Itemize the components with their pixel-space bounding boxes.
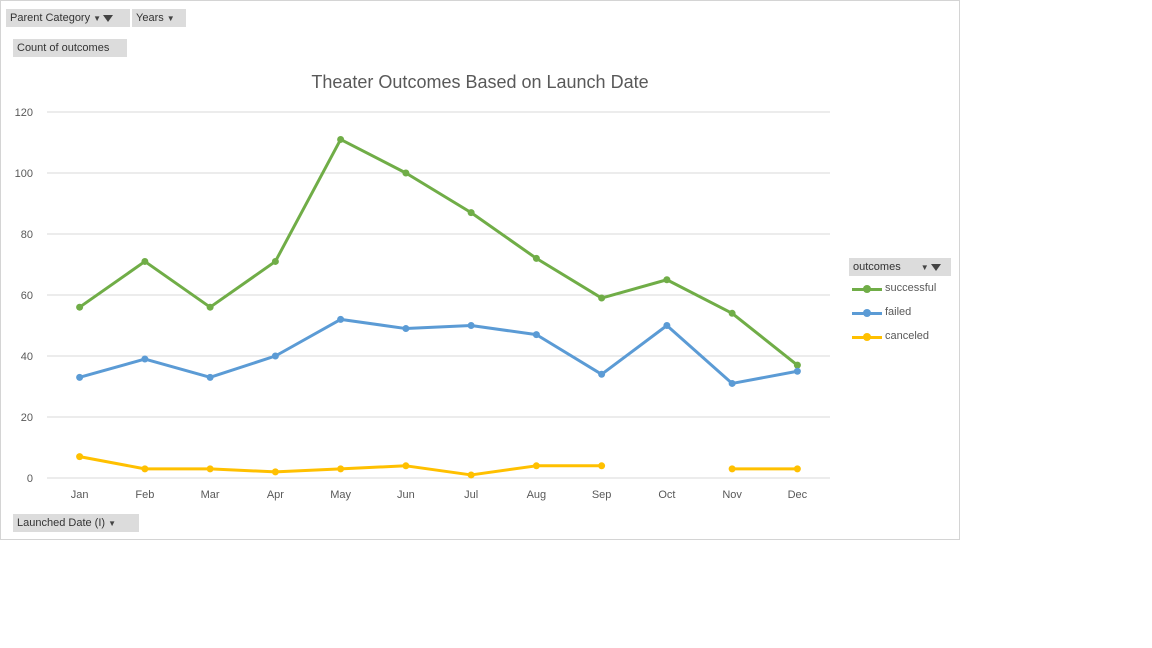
legend-label: failed — [885, 306, 912, 318]
data-point-successful — [206, 303, 214, 311]
data-point-failed — [206, 373, 214, 381]
x-tick-label: Jul — [464, 489, 478, 501]
x-tick-label: Dec — [788, 489, 808, 501]
filter-funnel-icon — [103, 14, 114, 22]
plot-area: 0 20 40 60 80 100 120 Jan Feb Mar Apr May Jun Jul Aug S… — [15, 107, 830, 501]
data-point-successful — [532, 254, 540, 262]
x-tick-label: Apr — [267, 489, 284, 501]
y-tick-label: 40 — [21, 351, 33, 363]
y-tick-label: 120 — [15, 107, 33, 119]
x-tick-label: Feb — [135, 489, 154, 501]
data-point-canceled — [467, 471, 475, 479]
data-point-failed — [271, 352, 279, 360]
years-filter-button[interactable]: Years ▼ — [132, 9, 186, 27]
data-point-successful — [402, 169, 410, 177]
x-tick-label: Jun — [397, 489, 415, 501]
data-point-failed — [793, 367, 801, 375]
dropdown-arrow-icon: ▼ — [920, 263, 929, 272]
values-field-label: Count of outcomes — [17, 42, 110, 54]
series-line-failed — [79, 317, 798, 385]
parent-category-label: Parent Category — [10, 12, 91, 24]
data-point-successful — [598, 294, 606, 302]
values-field-button[interactable]: Count of outcomes — [13, 39, 127, 57]
x-tick-label: Mar — [201, 489, 220, 501]
series-line-successful — [78, 137, 799, 367]
legend-marker — [863, 309, 871, 317]
dropdown-arrow-icon: ▼ — [93, 14, 102, 23]
legend-item-canceled[interactable]: canceled — [848, 328, 952, 352]
data-point-canceled — [598, 462, 606, 470]
legend-marker — [863, 285, 871, 293]
data-point-successful — [467, 209, 475, 217]
dropdown-arrow-icon: ▼ — [166, 14, 175, 23]
chart-frame — [0, 0, 960, 540]
data-point-failed — [728, 379, 736, 387]
data-point-successful — [728, 309, 736, 317]
chart-title: Theater Outcomes Based on Launch Date — [311, 72, 649, 92]
data-point-successful — [663, 276, 671, 284]
data-point-failed — [598, 370, 606, 378]
x-tick-label: Aug — [527, 489, 547, 501]
x-tick-label: May — [330, 489, 351, 501]
legend-item-successful[interactable]: successful — [848, 280, 952, 304]
years-label: Years — [136, 12, 164, 24]
x-tick-label: Jan — [71, 489, 89, 501]
legend-item-failed[interactable]: failed — [848, 304, 952, 328]
data-point-canceled — [141, 465, 149, 473]
axis-field-label: Launched Date (I) — [17, 517, 106, 529]
axis-field-button[interactable]: Launched Date (I) ▼ — [13, 514, 139, 532]
parent-category-filter-button[interactable]: Parent Category ▼ — [6, 9, 130, 27]
legend-label: successful — [885, 282, 937, 294]
data-point-failed — [663, 322, 671, 329]
data-point-canceled — [793, 465, 801, 473]
y-tick-label: 20 — [21, 412, 33, 424]
legend-header-label: outcomes — [853, 261, 901, 273]
legend-marker — [863, 333, 871, 341]
x-tick-label: Oct — [658, 489, 675, 501]
data-point-successful — [793, 361, 801, 369]
data-point-canceled — [402, 462, 410, 470]
y-tick-label: 100 — [15, 168, 33, 180]
data-point-failed — [337, 315, 345, 323]
x-tick-label: Sep — [592, 489, 612, 501]
legend-header-button[interactable]: outcomes ▼ — [849, 258, 951, 276]
y-tick-label: 60 — [21, 290, 33, 302]
y-tick-label: 0 — [27, 473, 33, 485]
data-point-failed — [141, 355, 149, 363]
filter-funnel-icon — [930, 263, 941, 271]
data-point-canceled — [337, 465, 345, 473]
data-point-canceled — [271, 468, 279, 476]
legend: successful failed canceled — [848, 280, 952, 352]
data-point-successful — [76, 303, 84, 311]
data-point-failed — [402, 325, 410, 333]
data-point-canceled — [76, 453, 84, 461]
data-point-successful — [141, 257, 149, 265]
legend-label: canceled — [885, 330, 930, 342]
data-point-canceled — [728, 465, 736, 473]
x-tick-label: Nov — [722, 489, 742, 501]
data-point-failed — [76, 373, 84, 381]
data-point-failed — [532, 331, 540, 339]
data-point-canceled — [206, 465, 214, 473]
dropdown-arrow-icon: ▼ — [108, 519, 116, 528]
data-point-canceled — [532, 462, 540, 470]
data-point-failed — [467, 322, 475, 329]
y-tick-label: 80 — [21, 229, 33, 241]
data-point-successful — [337, 135, 345, 143]
data-point-successful — [271, 257, 279, 265]
